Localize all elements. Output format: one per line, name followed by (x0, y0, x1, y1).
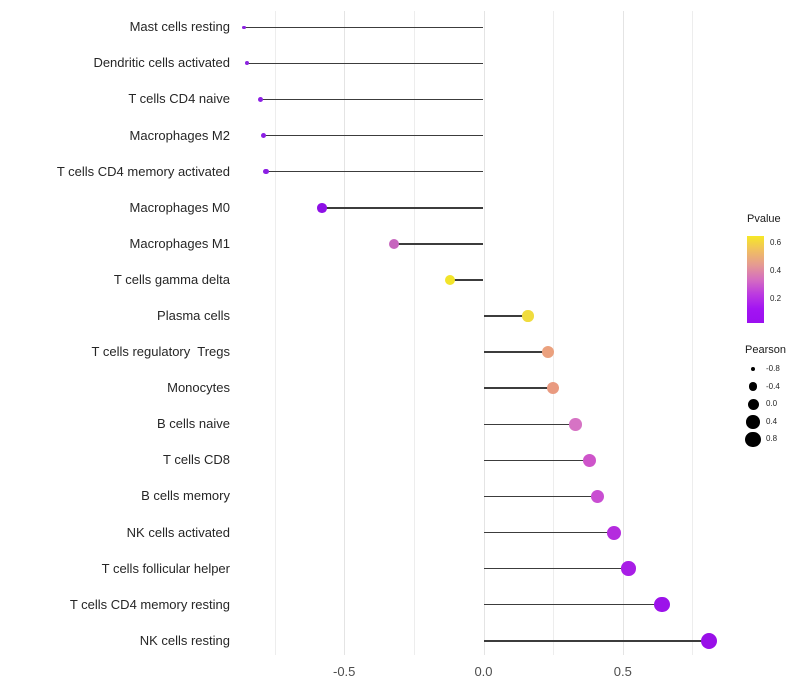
y-axis-label: NK cells activated (126, 524, 230, 540)
y-axis-label: Macrophages M0 (129, 199, 230, 215)
lollipop-stem (394, 243, 484, 245)
pvalue-tick-label: 0.2 (770, 294, 782, 303)
lollipop-stem (321, 207, 484, 209)
data-point (244, 61, 249, 66)
lollipop-stem (483, 315, 529, 317)
lollipop-stem (246, 62, 484, 65)
gridline (692, 11, 694, 655)
lollipop-stem (243, 26, 484, 29)
lollipop-stem (483, 567, 629, 570)
pearson-legend-label: 0.4 (766, 416, 778, 426)
data-point (547, 382, 560, 395)
pearson-legend-label: 0.8 (766, 434, 778, 444)
y-axis-label: B cells naive (157, 416, 230, 432)
pvalue-colorbar (747, 236, 764, 323)
y-axis-label: Dendritic cells activated (93, 55, 230, 71)
y-axis-label: Macrophages M1 (129, 235, 230, 251)
gridline (413, 11, 415, 655)
y-axis-label: Mast cells resting (129, 19, 230, 35)
data-point (522, 310, 534, 322)
lollipop-stem (483, 459, 590, 462)
data-point (582, 453, 597, 468)
data-point (654, 596, 670, 613)
x-axis-tick-label: 0.5 (613, 664, 632, 679)
lollipop-stem (266, 170, 484, 173)
pvalue-tick-label: 0.6 (770, 238, 782, 247)
gridline (344, 11, 346, 655)
lollipop-stem (483, 640, 710, 642)
y-axis-label: B cells memory (141, 488, 230, 504)
pvalue-legend-title: Pvalue (747, 213, 781, 225)
pearson-legend-dot (747, 398, 759, 410)
data-point (263, 168, 269, 175)
data-point (317, 203, 327, 213)
pearson-legend-title: Pearson (745, 344, 786, 356)
y-axis-label: T cells CD4 memory activated (56, 163, 230, 179)
y-axis-label: T cells CD4 memory resting (69, 596, 230, 612)
x-axis-tick-label: 0.0 (474, 664, 493, 679)
data-point (590, 489, 605, 504)
data-point (444, 274, 456, 286)
gridline (553, 11, 555, 655)
data-point (621, 561, 636, 576)
y-axis-label: T cells CD4 naive (128, 91, 230, 107)
y-axis-label: T cells regulatory Tregs (91, 344, 230, 360)
lollipop-stem (483, 351, 548, 353)
gridline (622, 11, 624, 655)
data-point (258, 96, 264, 102)
lollipop-stem (483, 495, 598, 498)
x-axis-tick-label: -0.5 (332, 664, 356, 679)
lollipop-stem (483, 531, 615, 534)
lollipop-stem (483, 387, 554, 389)
pvalue-tick-label: 0.4 (770, 266, 782, 275)
lollipop-stem (483, 423, 576, 426)
data-point (260, 133, 266, 139)
gridline (274, 11, 276, 655)
data-point (607, 525, 622, 540)
pearson-legend-dot (748, 382, 758, 391)
pearson-legend-label: -0.8 (766, 364, 780, 373)
lollipop-stem (263, 134, 484, 137)
gridline (483, 11, 485, 655)
y-axis-label: Monocytes (167, 380, 230, 396)
lollipop-stem (450, 279, 484, 281)
pearson-legend-dot (745, 431, 761, 448)
pearson-legend-dot (751, 367, 755, 371)
pearson-legend-label: 0.0 (766, 399, 778, 409)
data-point (541, 346, 554, 359)
y-axis-label: T cells CD8 (163, 452, 230, 468)
y-axis-label: NK cells resting (139, 632, 230, 648)
y-axis-label: Plasma cells (157, 308, 230, 324)
data-point (700, 632, 718, 650)
lollipop-stem (260, 98, 484, 101)
pearson-legend-label: -0.4 (766, 381, 780, 391)
y-axis-label: T cells gamma delta (113, 271, 230, 287)
data-point (242, 25, 246, 30)
y-axis-label: Macrophages M2 (129, 127, 230, 143)
data-point (569, 418, 582, 431)
y-axis-label: T cells follicular helper (101, 560, 230, 576)
pearson-legend-dot (746, 415, 760, 429)
data-point (389, 238, 400, 249)
lollipop-stem (483, 603, 662, 606)
